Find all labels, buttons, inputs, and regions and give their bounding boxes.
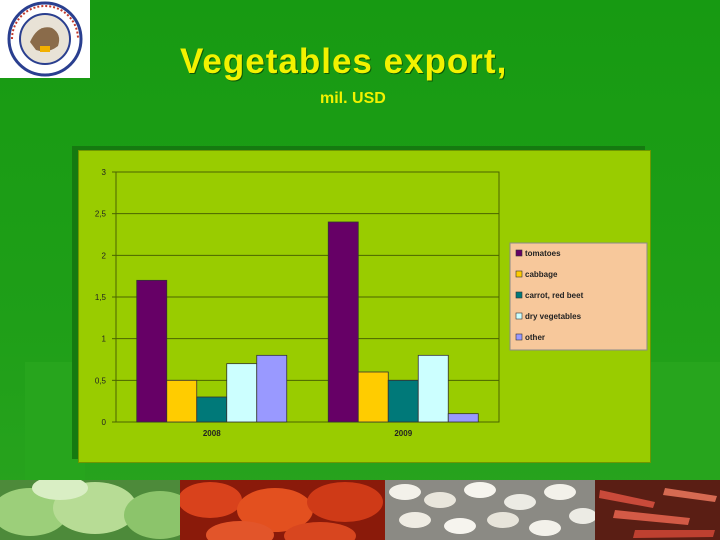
legend-label: tomatoes	[525, 249, 561, 258]
y-tick-label: 3	[102, 168, 107, 177]
legend-label: other	[525, 333, 545, 342]
y-tick-label: 2,5	[95, 210, 107, 219]
x-tick-label: 2008	[203, 429, 221, 438]
y-tick-label: 0,5	[95, 376, 107, 385]
cabbage-photo	[0, 480, 180, 540]
y-tick-label: 1	[102, 335, 107, 344]
y-tick-label: 2	[102, 251, 107, 260]
legend-swatch	[515, 270, 523, 278]
bar-other-2009	[447, 413, 479, 423]
bar-chart: 0 0,5 1 1,5 2 2,5 3 2008 2009 tomatoes cabbage carr…	[95, 168, 648, 438]
y-tick-label: 1,5	[95, 293, 107, 302]
bar-tomatoes-2008	[136, 279, 168, 423]
tomatoes-photo	[180, 480, 385, 540]
chart-frame: 0 0,5 1 1,5 2 2,5 3 2008 2009 tomatoes cabbage carr…	[78, 150, 651, 463]
legend-swatch	[515, 333, 523, 341]
page-subtitle: mil. USD	[320, 90, 386, 107]
bar-tomatoes-2009	[327, 221, 359, 423]
page-title: Vegetables export,	[180, 42, 508, 81]
legend-swatch	[515, 291, 523, 299]
bar-other-2008	[256, 354, 288, 423]
legend-label: carrot, red beet	[525, 291, 584, 300]
legend-swatch	[515, 249, 523, 257]
bar-cabbage-2009	[357, 371, 389, 423]
bar-carrot-red-beet-2009	[387, 379, 419, 423]
photo-strip	[0, 480, 720, 540]
carrots-photo	[595, 480, 720, 540]
x-tick-label: 2009	[394, 429, 412, 438]
bar-carrot-red-beet-2008	[196, 396, 228, 423]
white-beans-photo	[385, 480, 595, 540]
legend-swatch	[515, 312, 523, 320]
legend-label: cabbage	[525, 270, 558, 279]
bar-dry-vegetables-2008	[226, 363, 258, 423]
ministry-seal-icon	[7, 1, 83, 77]
bar-cabbage-2008	[166, 379, 198, 423]
ministry-logo	[0, 0, 90, 78]
legend-box	[509, 242, 648, 351]
legend-label: dry vegetables	[525, 312, 582, 321]
decorative-band	[25, 362, 85, 482]
bar-dry-vegetables-2009	[417, 354, 449, 423]
y-tick-label: 0	[102, 418, 107, 427]
decorative-band-right	[650, 362, 720, 482]
